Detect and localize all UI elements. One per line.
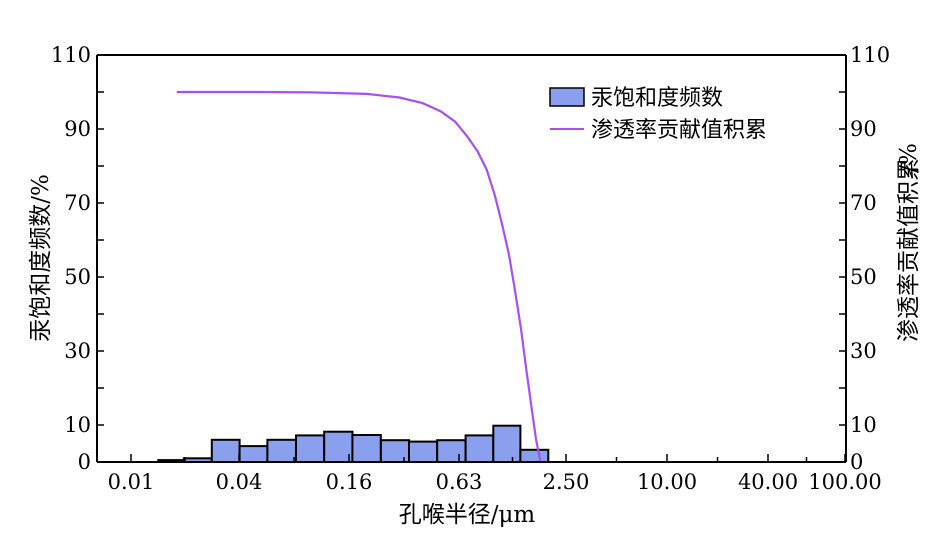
y2-axis-unit: /%	[896, 143, 922, 173]
histogram-bar	[519, 448, 550, 463]
legend-label-bars: 汞饱和度频数	[591, 86, 723, 111]
x-tick-label: 0.16	[326, 470, 373, 494]
legend-label-line: 渗透率贡献值积累	[591, 118, 767, 143]
line-layer	[176, 90, 542, 463]
histogram-bar	[408, 440, 439, 464]
x-tick-label: 0.01	[108, 470, 155, 494]
y2-tick-label: 90	[850, 117, 877, 141]
y2-tick-label: 0	[850, 450, 863, 474]
series-line-permeability	[176, 90, 542, 463]
y-tick-label: 70	[64, 191, 91, 215]
histogram-bar	[379, 439, 411, 464]
histogram-bar	[323, 430, 354, 464]
y-tick-label: 0	[78, 450, 91, 474]
y2-tick-label: 110	[850, 43, 890, 67]
x-tick-label: 100.00	[808, 470, 881, 494]
y-tick-label: 90	[64, 117, 91, 141]
y2-tick-label: 10	[850, 413, 877, 437]
y-tick-label: 30	[64, 339, 91, 363]
x-tick-label: 0.04	[216, 470, 263, 494]
histogram-bar	[210, 438, 241, 463]
x-tick-label: 0.63	[436, 470, 483, 494]
y-tick-label: 10	[64, 413, 91, 437]
y-axis-title: 汞饱和度频数/%	[28, 174, 54, 342]
x-tick-label: 40.00	[738, 470, 798, 494]
histogram-bar	[351, 434, 382, 463]
axes-layer: 0 10 30 50 70 90 110 0 10 30 50 70 90 110 0.01 0.04 0.16…	[51, 43, 890, 494]
histogram-bar	[238, 445, 269, 464]
histogram-bar	[295, 434, 326, 463]
y2-axis-title: 渗透率贡献值积累	[896, 158, 922, 342]
x-axis-title: 孔喉半径/μm	[399, 502, 536, 528]
histogram-bar	[492, 424, 522, 464]
x-tick-label: 2.50	[543, 470, 590, 494]
y-tick-label: 110	[51, 43, 91, 67]
y-tick-label: 50	[64, 265, 91, 289]
y2-tick-label: 50	[850, 265, 877, 289]
x-tick-label: 10.00	[637, 470, 697, 494]
y2-tick-label: 30	[850, 339, 877, 363]
legend-swatch-bars	[549, 87, 585, 107]
y2-tick-label: 70	[850, 191, 877, 215]
histogram-bar	[464, 434, 495, 463]
histogram-bar	[266, 438, 297, 463]
bars-layer	[157, 424, 550, 464]
histogram-bar	[436, 439, 467, 464]
